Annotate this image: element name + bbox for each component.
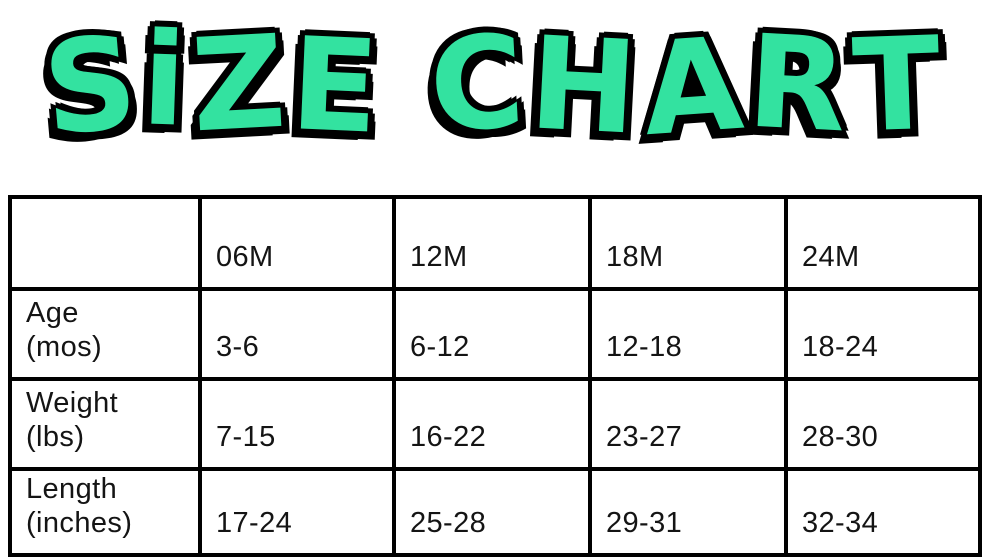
size-chart-table: 06M 12M 18M 24M Age (mos) 3-6 6-12 12-18…: [8, 195, 982, 557]
title-letter: R: [743, 6, 852, 163]
row-label-length: Length (inches): [8, 467, 202, 557]
column-header-18m: 18M: [588, 195, 788, 291]
table-row-age: Age (mos) 3-6 6-12 12-18 18-24: [8, 287, 982, 381]
row-label-age: Age (mos): [8, 287, 202, 381]
title-letter: H: [525, 8, 643, 165]
column-header-12m: 12M: [392, 195, 592, 291]
title-letter: Z: [187, 6, 290, 163]
title-letter: A: [637, 8, 749, 167]
row-label-weight: Weight (lbs): [8, 377, 202, 471]
cell-weight-12m: 16-22: [392, 377, 592, 471]
title-letter: E: [286, 9, 383, 165]
cell-length-18m: 29-31: [588, 467, 788, 557]
title-letter: i: [138, 4, 190, 157]
header-row: 06M 12M 18M 24M: [8, 195, 982, 291]
column-header-06m: 06M: [198, 195, 396, 291]
cell-length-06m: 17-24: [198, 467, 396, 557]
cell-age-06m: 3-6: [198, 287, 396, 381]
cell-age-18m: 12-18: [588, 287, 788, 381]
table-row-length: Length (inches) 17-24 25-28 29-31 32-34: [8, 467, 982, 557]
title-letter: S: [36, 7, 144, 166]
title-letter: T: [849, 8, 944, 163]
cell-length-24m: 32-34: [784, 467, 982, 557]
cell-age-12m: 6-12: [392, 287, 592, 381]
cell-weight-24m: 28-30: [784, 377, 982, 471]
cell-weight-18m: 23-27: [588, 377, 788, 471]
cell-length-12m: 25-28: [392, 467, 592, 557]
table-row-weight: Weight (lbs) 7-15 16-22 23-27 28-30: [8, 377, 982, 471]
column-header-24m: 24M: [784, 195, 982, 291]
title-letter: C: [425, 6, 530, 163]
corner-cell: [8, 195, 202, 291]
cell-age-24m: 18-24: [784, 287, 982, 381]
cell-weight-06m: 7-15: [198, 377, 396, 471]
